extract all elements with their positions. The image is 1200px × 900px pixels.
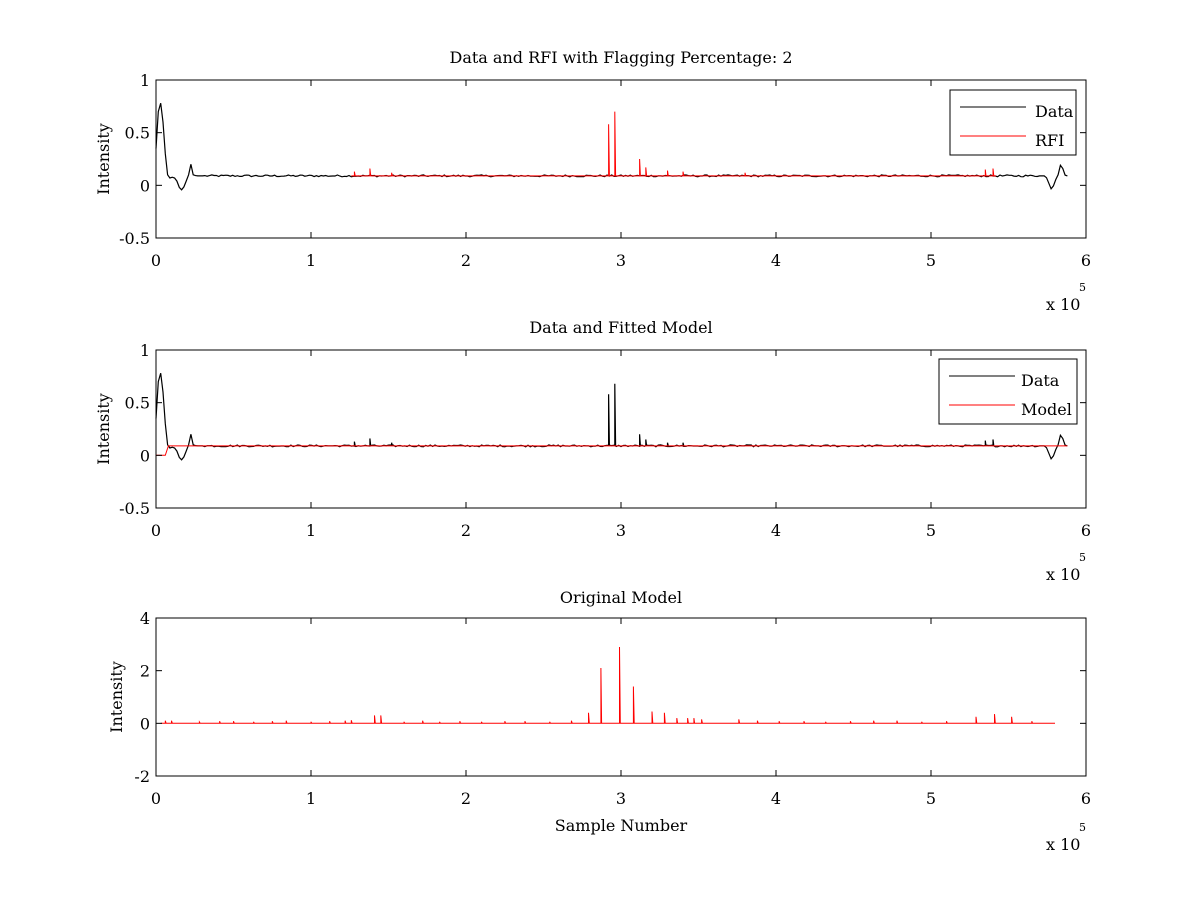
x-tick-label: 5: [926, 251, 936, 270]
x-tick-label: 1: [306, 789, 316, 808]
x-tick-label: 6: [1081, 521, 1091, 540]
x-exponent-label: x 10: [1046, 565, 1080, 584]
x-tick-label: 0: [151, 789, 161, 808]
y-tick-label: 0: [140, 446, 150, 465]
subplot-data-and-fitted-model: Data and Fitted Model 0 1 2 3 4 5 6-0.500.51 I…: [94, 318, 1091, 584]
x-exponent-power: 5: [1079, 821, 1086, 834]
subplot-title: Original Model: [560, 588, 682, 607]
x-tick-label: 3: [616, 251, 626, 270]
y-tick-label: 0: [140, 714, 150, 733]
x-tick-label: 3: [616, 789, 626, 808]
x-axis-label: Sample Number: [555, 816, 688, 835]
series-group: [155, 103, 1068, 191]
series-group: [160, 646, 1055, 724]
series-model-line: [160, 646, 1055, 724]
subplot-data-and-rfi: Data and RFI with Flagging Percentage: 2…: [94, 48, 1091, 314]
y-tick-label: -0.5: [119, 499, 150, 518]
x-tick-label: 1: [306, 521, 316, 540]
legend-box: [949, 89, 1077, 156]
x-tick-label: 5: [926, 521, 936, 540]
x-tick-label: 4: [771, 521, 781, 540]
series-rfi-line: [351, 111, 997, 177]
legend-label-model: Model: [1021, 400, 1072, 419]
x-exponent-power: 5: [1079, 551, 1086, 564]
y-tick-label: -2: [134, 767, 150, 786]
x-tick-label: 2: [461, 789, 471, 808]
subplot-title: Data and RFI with Flagging Percentage: 2: [449, 48, 792, 67]
x-tick-label: 4: [771, 251, 781, 270]
x-tick-label: 3: [616, 521, 626, 540]
y-axis-label: Intensity: [94, 393, 113, 465]
x-exponent-label: x 10: [1046, 835, 1080, 854]
x-exponent-label: x 10: [1046, 295, 1080, 314]
x-tick-label: 6: [1081, 251, 1091, 270]
x-tick-label: 2: [461, 251, 471, 270]
legend-label-data: Data: [1021, 371, 1060, 390]
x-tick-label: 0: [151, 521, 161, 540]
y-tick-label: 1: [140, 341, 150, 360]
y-tick-label: 0: [140, 176, 150, 195]
plot-area: [155, 79, 1087, 239]
y-tick-label: 0.5: [125, 124, 150, 143]
x-tick-label: 1: [306, 251, 316, 270]
x-tick-label: 0: [151, 251, 161, 270]
y-tick-label: 2: [140, 662, 150, 681]
x-tick-label: 2: [461, 521, 471, 540]
plot-area: [155, 617, 1087, 777]
x-tick-label: 4: [771, 789, 781, 808]
y-tick-label: 1: [140, 71, 150, 90]
x-tick-label: 6: [1081, 789, 1091, 808]
legend: Data RFI: [949, 89, 1077, 156]
tick-group: 0 1 2 3 4 5 6-0.500.51: [119, 71, 1091, 270]
y-axis-label: Intensity: [107, 661, 126, 733]
x-tick-label: 5: [926, 789, 936, 808]
y-tick-label: -0.5: [119, 229, 150, 248]
y-tick-label: 0.5: [125, 394, 150, 413]
legend-label-data: Data: [1035, 102, 1074, 121]
subplot-title: Data and Fitted Model: [529, 318, 712, 337]
x-exponent-power: 5: [1079, 281, 1086, 294]
legend: Data Model: [938, 358, 1078, 425]
tick-group: 0 1 2 3 4 5 6-0.500.51: [119, 341, 1091, 540]
y-tick-label: 4: [140, 609, 150, 628]
legend-label-rfi: RFI: [1035, 131, 1064, 150]
y-axis-label: Intensity: [94, 123, 113, 195]
legend-box: [938, 358, 1078, 425]
